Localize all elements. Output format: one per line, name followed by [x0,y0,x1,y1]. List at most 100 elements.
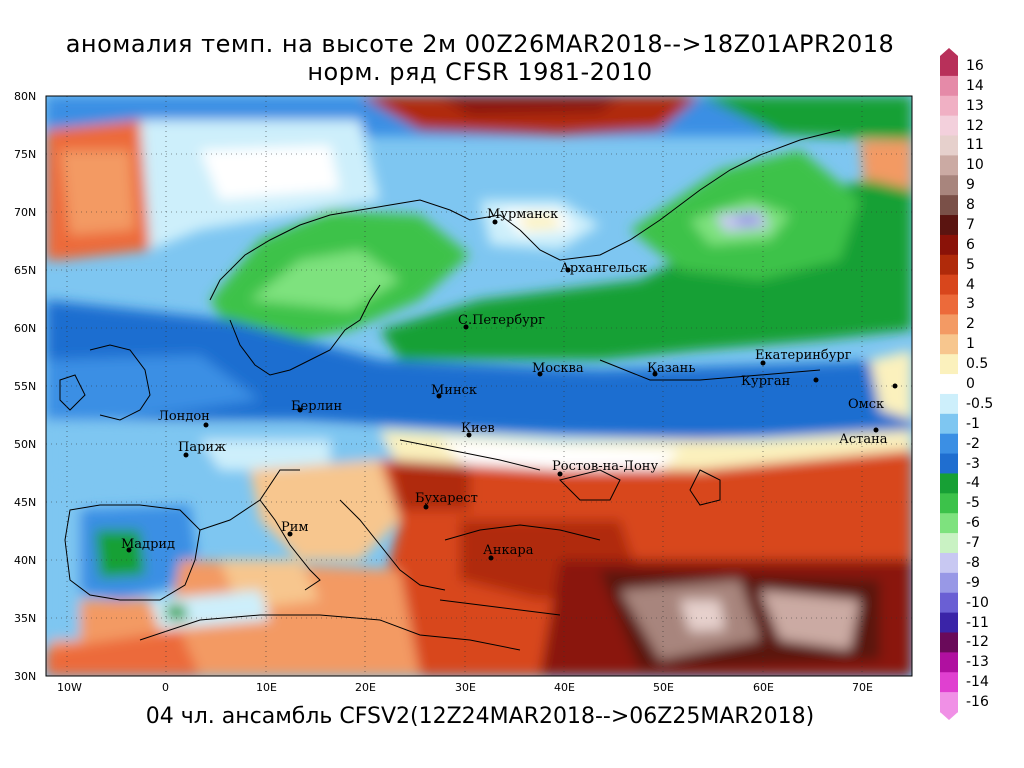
colorbar-swatch [940,533,958,554]
city-label: Бухарест [415,491,478,506]
city-label: Астана [839,432,888,447]
colorbar-swatch [940,552,958,574]
lat-tick-label: 30N [14,670,36,683]
colorbar-swatch [940,354,958,375]
colorbar-swatch [940,513,958,534]
colorbar-swatch [940,413,958,435]
city-label: Берлин [291,399,342,414]
colorbar-swatch [940,692,958,713]
city-dot [652,371,658,377]
colorbar-label: -12 [966,634,989,651]
lon-tick-label: 70E [852,681,873,694]
lon-tick-label: 60E [753,681,774,694]
city-label: Киев [461,421,495,436]
colorbar-swatch [940,334,958,355]
colorbar-swatch [940,254,958,276]
city-label: Минск [431,383,477,398]
graticule [46,96,912,676]
colorbar-swatch [940,314,958,335]
city-label: Архангельск [560,261,647,276]
colorbar-swatch [940,572,958,594]
city-label: Лондон [158,409,210,424]
lon-tick-label: 50E [653,681,674,694]
colorbar-swatch [940,155,958,176]
colorbar-label: 13 [966,97,984,114]
colorbar-label: 11 [966,137,984,154]
colorbar-label: -9 [966,574,980,591]
colorbar-label: 14 [966,77,984,94]
colorbar-label: 16 [966,57,984,74]
lat-tick-label: 45N [14,496,36,509]
coastlines [59,129,841,651]
colorbar-swatch [940,274,958,296]
lon-tick-label: 10W [57,681,82,694]
colorbar-swatch [940,294,958,315]
lon-tick-label: 40E [554,681,575,694]
city-dot [436,393,442,399]
city-dot [813,377,819,383]
city-label: Омск [848,397,884,412]
city-dot [488,555,494,561]
colorbar-swatch [940,115,958,137]
color-legend: 16 14 13 12 11 10 9 8 7 6 5 4 3 2 1 0.5 0 -0.5 -1 -2 -3 -4 -5 -… [938,48,1018,720]
lat-tick-label: 35N [14,612,36,625]
colorbar-label: -11 [966,614,989,631]
lat-tick-label: 50N [14,438,36,451]
city-dot [565,267,571,273]
colorbar-swatch [940,612,958,633]
colorbar-swatch [940,672,958,693]
city-label: Мадрид [121,537,175,552]
colorbar-label: -6 [966,515,980,532]
city-dot [297,407,303,413]
city-dot [287,531,293,537]
map-title-line1: аномалия темп. на высоте 2м 00Z26MAR2018… [65,30,895,58]
colorbar-label: -14 [966,674,989,691]
city-markers: Мурманск Архангельск С.Петербург Москва … [121,207,898,561]
colorbar-label: -1 [966,415,980,432]
city-dot [463,324,469,330]
colorbar-label: 7 [966,216,975,233]
colorbar-label: 8 [966,197,975,214]
city-label: Мурманск [487,207,558,222]
city-label: С.Петербург [458,313,545,328]
city-dot [183,452,189,458]
colorbar-label: 6 [966,236,975,253]
ensemble-footer: 04 чл. ансамбль CFSV2(12Z24MAR2018-->06Z… [145,704,815,729]
lat-tick-label: 75N [14,148,36,161]
colorbar-swatch [940,652,958,673]
colorbar-label: 2 [966,316,975,333]
latitude-axis: 80N 75N 70N 65N 60N 55N 50N 45N 40N 35N … [14,90,36,683]
colorbar-swatch [940,592,958,614]
lon-tick-label: 20E [355,681,376,694]
map-frame [45,95,913,677]
city-label: Казань [647,361,695,376]
city-dot [203,422,209,428]
colorbar-swatch [940,175,958,196]
colorbar-label: 0.5 [966,356,989,373]
city-label: Анкара [483,543,534,558]
city-dot [892,383,898,389]
city-label: Ростов-на-Дону [552,459,658,474]
lat-tick-label: 60N [14,322,36,335]
colorbar-label: -0.5 [966,395,994,412]
map-title-line2: норм. ряд CFSR 1981-2010 [307,58,653,86]
city-dot [423,504,429,510]
colorbar-label: 0 [966,376,975,392]
colorbar-top-arrow [940,48,958,56]
city-label: Париж [178,440,226,455]
colorbar-label: 4 [966,276,975,293]
colorbar-swatch [940,374,958,395]
city-dot [760,360,766,366]
lon-tick-label: 10E [256,681,277,694]
colorbar-swatch [940,393,958,415]
lon-tick-label: 0 [162,681,169,694]
city-dot [557,471,563,477]
colorbar-label: 10 [966,157,984,174]
longitude-axis: 10W 0 10E 20E 30E 40E 50E 60E 70E [57,681,873,694]
colorbar-swatch [940,632,958,653]
city-label: Курган [741,374,790,389]
colorbar-label: -16 [966,694,989,711]
colorbar-label: -3 [966,455,980,472]
colorbar-label: -13 [966,654,989,671]
